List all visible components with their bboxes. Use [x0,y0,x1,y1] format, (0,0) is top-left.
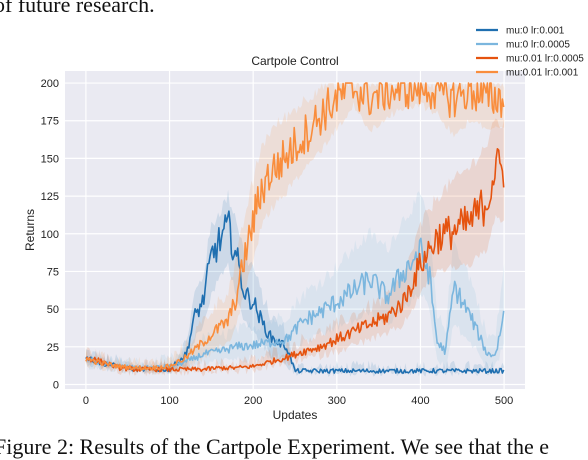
y-tick-label: 200 [41,78,59,90]
series-4-line [85,82,505,371]
x-tick-label: 400 [411,395,429,407]
chart-title: Cartpole Control [251,54,338,68]
y-tick-label: 0 [53,379,59,391]
legend-label-3: mu:0.01 lr:0.0005 [506,54,584,65]
series-3-band [85,118,505,377]
y-axis-label: Returns [23,209,37,251]
legend-label-4: mu:0.01 lr:0.001 [506,68,579,79]
legend-label-2: mu:0 lr:0.0005 [506,40,570,51]
x-tick-label: 300 [328,395,346,407]
document-top-text: of future research. [0,0,155,17]
y-tick-label: 75 [47,266,59,278]
x-tick-labels: 0 100 200 300 400 500 [83,395,513,407]
series-3-line [85,148,505,373]
x-tick-label: 200 [244,395,262,407]
x-axis-label: Updates [273,408,318,422]
series-lines [85,82,505,375]
series-2-band [85,191,505,376]
x-tick-label: 0 [83,395,89,407]
x-tick-label: 500 [495,395,513,407]
y-tick-label: 175 [41,116,59,128]
x-tick-label: 100 [160,395,178,407]
y-tick-labels: 0 25 50 75 100 125 150 175 200 [41,78,59,391]
y-tick-label: 125 [41,191,59,203]
y-tick-label: 100 [41,229,59,241]
y-tick-label: 150 [41,153,59,165]
y-tick-label: 50 [47,304,59,316]
legend-label-1: mu:0 lr:0.001 [506,26,565,37]
y-tick-label: 25 [47,342,59,354]
plot-area [65,71,525,389]
legend: mu:0 lr:0.001 mu:0 lr:0.0005 mu:0.01 lr:0.… [476,26,584,79]
series-1-band [85,189,505,377]
